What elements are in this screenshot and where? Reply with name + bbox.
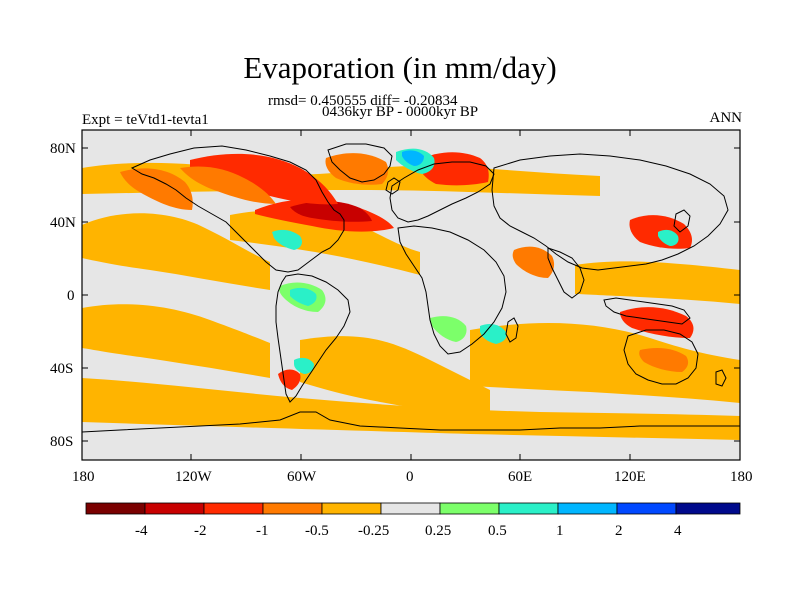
colorbar-label-6: 0.25 — [425, 523, 451, 539]
lat-label-40s: 40S — [50, 361, 73, 377]
lat-ticks-right — [734, 147, 740, 442]
patch-africa-orange — [512, 246, 555, 278]
stats-line-1: rmsd= 0.450555 diff= -0.20834 — [268, 93, 458, 109]
colorbar-swatch-2 — [203, 502, 264, 515]
colorbar-label-2: -2 — [194, 523, 207, 539]
patch-indian-cyan — [480, 324, 507, 344]
colorbar-label-3: -1 — [256, 523, 269, 539]
lat-label-80s: 80S — [50, 434, 73, 450]
coast-new-zealand — [715, 369, 727, 387]
lat-label-40n: 40N — [50, 215, 76, 231]
colorbar-swatch-3 — [262, 502, 323, 515]
lon-label-120e: 120E — [614, 469, 646, 485]
band-southern-ocean — [82, 378, 740, 440]
patch-scandinavia-red — [418, 152, 489, 186]
colorbar-swatch-1 — [144, 502, 205, 515]
coast-japan — [673, 209, 691, 233]
colorbar-swatch-7 — [498, 502, 559, 515]
lon-tick-labels: 180 120W 60W 0 60E 120E 180 — [72, 469, 753, 485]
patch-southern-cyan — [294, 357, 314, 374]
lon-label-180-right: 180 — [730, 469, 753, 485]
colorbar-label-8: 1 — [556, 523, 564, 539]
coast-australia — [623, 329, 699, 385]
band-indian-ocean — [470, 323, 740, 403]
colorbar-swatch-4 — [321, 502, 382, 515]
lon-ticks-top — [81, 130, 741, 136]
coast-asia — [491, 153, 729, 271]
lon-label-0: 0 — [406, 469, 414, 485]
patch-amazon-cyan — [290, 287, 317, 306]
coast-africa — [397, 225, 507, 355]
stats-line-2: 0436kyr BP - 0000kyr BP — [322, 104, 479, 120]
coastlines — [82, 143, 740, 433]
colorbar-label-10: 4 — [674, 523, 682, 539]
colorbar-label-1: -4 — [135, 523, 148, 539]
coast-india — [547, 247, 585, 299]
band-north-pacific — [82, 213, 270, 290]
lat-label-80n: 80N — [50, 141, 76, 157]
band-south-pacific — [82, 304, 270, 378]
axes: 80N 40N 0 40S 80S 180 120W 60W 0 60E 120… — [50, 129, 753, 485]
patch-north-atlantic-dark — [290, 201, 372, 222]
patch-wpac-cyan — [658, 229, 679, 246]
colorbar-label-5: -0.25 — [358, 523, 389, 539]
colorbar-label-9: 2 — [615, 523, 623, 539]
lon-label-60e: 60E — [508, 469, 532, 485]
patch-greenland-orange — [325, 153, 389, 185]
colorbar-swatch-9 — [616, 502, 677, 515]
patch-south-atlantic-green — [430, 316, 467, 342]
colorbar-label-4: -0.5 — [305, 523, 329, 539]
coast-europe — [389, 161, 495, 223]
coast-indonesia — [603, 297, 691, 325]
lat-label-0: 0 — [67, 288, 75, 304]
coast-british-isles — [385, 177, 401, 195]
band-north-atlantic — [230, 210, 420, 275]
colorbar: -4 -2 -1 -0.5 -0.25 0.25 0.5 1 2 4 — [85, 502, 741, 539]
coast-north-america — [130, 145, 345, 273]
patch-maritime-red — [620, 307, 694, 338]
colorbar-swatch-8 — [557, 502, 618, 515]
colorbar-swatch-5 — [380, 502, 441, 515]
lon-label-120w: 120W — [175, 469, 213, 485]
patch-arctic-blue — [402, 150, 424, 166]
lat-tick-labels: 80N 40N 0 40S 80S — [50, 141, 76, 450]
lon-label-180-left: 180 — [72, 469, 95, 485]
coast-greenland — [327, 143, 393, 183]
patch-canada-red — [190, 153, 338, 205]
evaporation-field — [82, 148, 740, 440]
colorbar-swatch-6 — [439, 502, 500, 515]
coast-antarctica — [82, 411, 740, 433]
patch-gulf-cyan — [272, 229, 302, 250]
patch-canada-orange — [180, 166, 276, 204]
colorbar-label-7: 0.5 — [488, 523, 507, 539]
colorbar-swatch-0 — [85, 502, 146, 515]
band-west-pacific — [575, 261, 740, 304]
chart-title: Evaporation (in mm/day) — [243, 50, 557, 85]
colorbar-swatch-10 — [675, 502, 741, 515]
patch-australia-orange — [639, 348, 689, 372]
band-south-atlantic — [300, 336, 490, 418]
coast-madagascar — [505, 317, 519, 343]
patch-alaska-orange — [120, 168, 193, 210]
experiment-label: Expt = teVtd1-tevta1 — [82, 112, 209, 128]
lon-ticks-bottom — [81, 454, 741, 460]
coast-south-america — [275, 273, 351, 403]
lat-ticks-left — [82, 147, 88, 442]
season-label: ANN — [709, 110, 743, 126]
lon-label-60w: 60W — [287, 469, 317, 485]
